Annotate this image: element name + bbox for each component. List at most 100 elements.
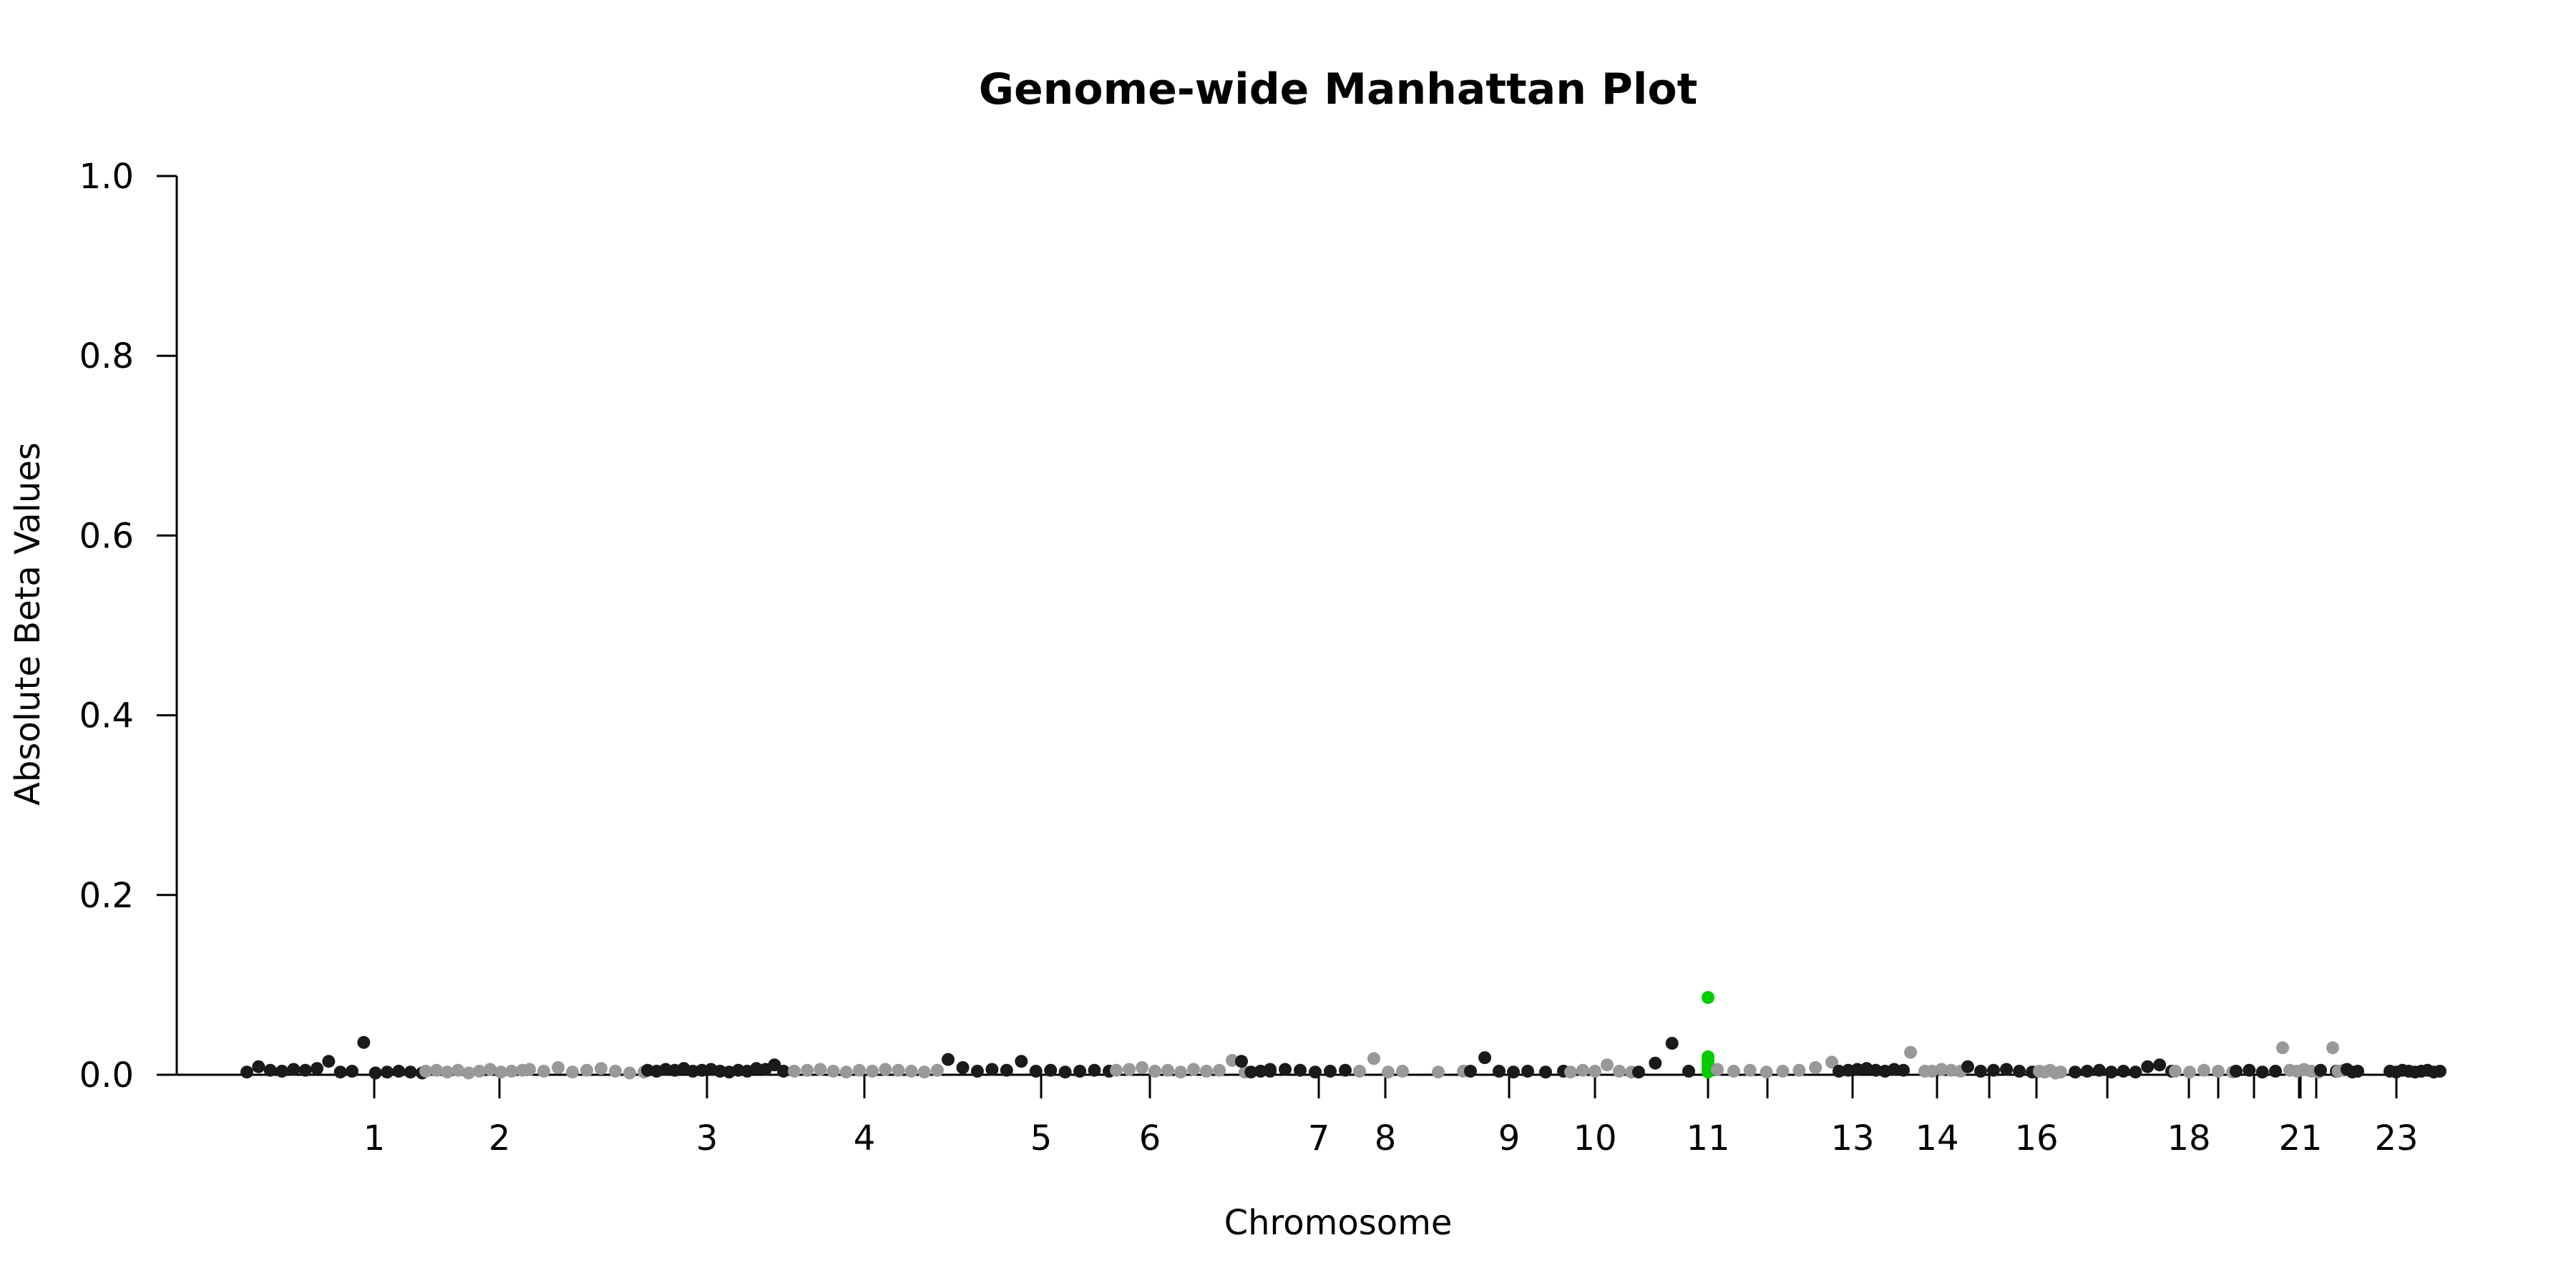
data-point: [2117, 1065, 2130, 1078]
data-point: [1464, 1065, 1477, 1078]
data-point: [275, 1065, 288, 1078]
data-point: [1776, 1065, 1790, 1078]
y-tick-label: 0.4: [79, 696, 134, 736]
data-point: [1110, 1063, 1123, 1077]
data-point: [1809, 1061, 1823, 1074]
data-point: [494, 1065, 507, 1079]
x-tick-label: 11: [1686, 1118, 1729, 1158]
data-point: [2169, 1065, 2182, 1078]
data-point: [1148, 1065, 1161, 1078]
data-point: [240, 1065, 253, 1079]
data-point: [552, 1061, 565, 1074]
data-point: [931, 1063, 944, 1077]
y-axis-ticks: 0.0 0.2 0.4 0.6 0.8 1.0: [79, 157, 177, 1096]
data-point: [1649, 1056, 1662, 1070]
data-point: [322, 1055, 336, 1068]
data-point: [2255, 1065, 2269, 1079]
data-point: [392, 1065, 406, 1078]
data-point: [2013, 1065, 2026, 1078]
data-point: [1760, 1065, 1773, 1079]
data-point: [2212, 1065, 2225, 1078]
data-point: [523, 1063, 536, 1076]
highlight-data-point: [1702, 991, 1714, 1004]
data-point: [462, 1066, 475, 1080]
data-point: [537, 1065, 550, 1078]
x-tick-label: 6: [1139, 1118, 1161, 1158]
data-point: [1367, 1052, 1380, 1065]
data-point: [917, 1065, 931, 1079]
data-point: [566, 1065, 579, 1079]
data-point: [1339, 1063, 1352, 1077]
data-point: [1200, 1065, 1213, 1078]
data-point: [866, 1065, 879, 1078]
data-point: [311, 1062, 323, 1075]
y-tick-label: 1.0: [79, 157, 134, 197]
data-point: [2197, 1063, 2210, 1077]
x-tick-label: 5: [1030, 1118, 1053, 1158]
data-point: [1029, 1065, 1043, 1078]
data-point: [2153, 1058, 2167, 1072]
data-point: [1632, 1065, 1645, 1079]
data-point: [1727, 1065, 1740, 1078]
data-point: [1161, 1063, 1174, 1077]
data-point: [2141, 1060, 2155, 1073]
data-point: [1926, 1065, 1938, 1078]
data-point: [892, 1063, 905, 1077]
data-point: [1665, 1037, 1679, 1050]
data-point: [1613, 1065, 1626, 1078]
x-axis-label: Chromosome: [1224, 1203, 1453, 1243]
data-point: [357, 1035, 371, 1049]
y-tick-label: 0.8: [79, 336, 134, 376]
x-tick-label: 14: [1915, 1118, 1958, 1158]
data-point: [788, 1065, 801, 1078]
data-point: [1576, 1063, 1589, 1077]
data-point: [1589, 1065, 1601, 1078]
data-point: [1396, 1065, 1409, 1078]
data-point: [1711, 1063, 1724, 1076]
data-point: [1254, 1065, 1267, 1078]
data-point: [1044, 1063, 1058, 1077]
data-point: [1136, 1061, 1148, 1074]
data-point: [1264, 1065, 1277, 1078]
data-point: [2183, 1065, 2196, 1079]
data-point: [777, 1065, 790, 1078]
data-point: [1235, 1055, 1248, 1068]
data-point: [1324, 1065, 1337, 1078]
x-tick-label: 9: [1498, 1118, 1521, 1158]
data-point: [2000, 1063, 2013, 1076]
data-point: [1213, 1063, 1226, 1077]
data-point: [904, 1065, 918, 1078]
data-point: [768, 1058, 781, 1072]
data-point: [801, 1063, 814, 1077]
data-point: [1088, 1063, 1101, 1077]
x-tick-label: 10: [1573, 1118, 1616, 1158]
data-point: [2069, 1065, 2082, 1079]
data-point: [1244, 1065, 1258, 1079]
data-point: [404, 1065, 417, 1079]
data-point: [1353, 1065, 1366, 1078]
data-point: [452, 1063, 464, 1077]
x-tick-label: 4: [854, 1118, 876, 1158]
data-point: [1478, 1051, 1491, 1065]
data-points: [240, 991, 2446, 1080]
data-point: [430, 1063, 443, 1077]
data-point: [1682, 1065, 1695, 1078]
y-tick-label: 0.6: [79, 516, 134, 556]
data-point: [1987, 1063, 2000, 1077]
data-point: [369, 1066, 382, 1080]
data-point: [441, 1065, 454, 1079]
x-tick-label: 1: [364, 1118, 386, 1158]
x-axis-ticks: 1 2 3 4 5 6 7 8 9 10 11 13 14 16 18 21 23: [364, 1075, 2419, 1158]
data-point: [287, 1063, 301, 1076]
data-point: [1897, 1063, 1910, 1077]
data-point: [505, 1065, 518, 1078]
data-point: [814, 1063, 827, 1076]
data-point: [1974, 1065, 1987, 1078]
data-point: [839, 1065, 853, 1079]
data-point: [1174, 1065, 1187, 1079]
x-tick-label: 18: [2167, 1118, 2210, 1158]
data-point: [1743, 1063, 1757, 1077]
data-point: [595, 1062, 608, 1075]
data-point: [1792, 1063, 1806, 1077]
